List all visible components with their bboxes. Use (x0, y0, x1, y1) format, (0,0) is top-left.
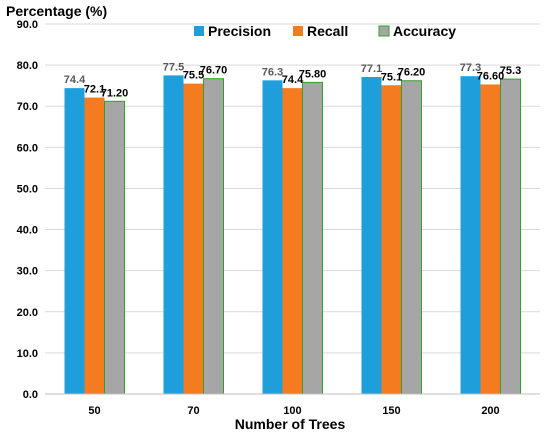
bar-recall-100 (282, 88, 303, 394)
y-tick-label: 60.0 (17, 142, 38, 154)
data-label: 71.20 (101, 87, 129, 99)
data-label: 72.1 (84, 84, 105, 96)
y-axis-title: Percentage (%) (6, 3, 107, 19)
y-axis-ticks: 0.0 10.0 20.0 30.0 40.0 50.0 60.0 70.0 80.0 90.0 (17, 19, 38, 401)
y-tick-label: 20.0 (17, 307, 38, 319)
legend-label-recall: Recall (307, 23, 348, 39)
y-tick-label: 90.0 (17, 19, 38, 31)
data-label: 74.4 (282, 74, 304, 86)
data-label: 77.1 (361, 63, 382, 75)
bar-recall-70 (183, 83, 204, 394)
bar-recall-50 (84, 97, 105, 394)
data-label: 76.60 (477, 70, 505, 82)
x-tick-label: 50 (88, 405, 100, 417)
data-label: 75.1 (381, 71, 402, 83)
data-label: 76.3 (262, 66, 283, 78)
bar-precision-200 (460, 76, 481, 394)
bar-recall-200 (480, 84, 501, 394)
legend-label-accuracy: Accuracy (393, 23, 456, 39)
y-tick-label: 40.0 (17, 225, 38, 237)
y-tick-label: 70.0 (17, 101, 38, 113)
bar-accuracy-100 (302, 81, 323, 395)
data-label: 76.70 (200, 65, 228, 77)
x-tick-label: 200 (481, 405, 499, 417)
data-label: 74.4 (64, 74, 86, 86)
data-label: 76.20 (398, 67, 426, 79)
legend-swatch-accuracy (378, 25, 390, 37)
legend-label-precision: Precision (208, 23, 271, 39)
data-label: 75.80 (299, 68, 327, 80)
bar-precision-70 (163, 75, 184, 394)
bar-accuracy-70 (203, 78, 224, 395)
bar-recall-150 (381, 85, 402, 394)
data-label: 75.5 (183, 70, 204, 82)
y-tick-label: 50.0 (17, 183, 38, 195)
y-tick-label: 0.0 (23, 389, 38, 401)
x-tick-label: 150 (382, 405, 400, 417)
data-label: 77.5 (163, 61, 184, 73)
legend-swatch-recall (293, 26, 303, 36)
y-tick-label: 80.0 (17, 60, 38, 72)
bar-accuracy-200 (500, 78, 521, 395)
x-axis-ticks: 50 70 100 150 200 (88, 405, 499, 417)
bar-precision-50 (64, 88, 85, 394)
y-tick-label: 10.0 (17, 348, 38, 360)
y-tick-label: 30.0 (17, 266, 38, 278)
bars (64, 75, 521, 395)
x-tick-label: 70 (187, 405, 199, 417)
data-label: 75.3 (500, 65, 521, 77)
data-label: 77.3 (460, 62, 481, 74)
bar-accuracy-50 (104, 100, 125, 395)
legend-swatch-precision (194, 26, 204, 36)
bar-precision-150 (361, 77, 382, 395)
legend: Precision Recall Accuracy (194, 23, 456, 39)
bar-precision-100 (262, 80, 283, 395)
bar-accuracy-150 (401, 80, 422, 395)
x-tick-label: 100 (283, 405, 301, 417)
x-axis-title: Number of Trees (235, 416, 346, 432)
